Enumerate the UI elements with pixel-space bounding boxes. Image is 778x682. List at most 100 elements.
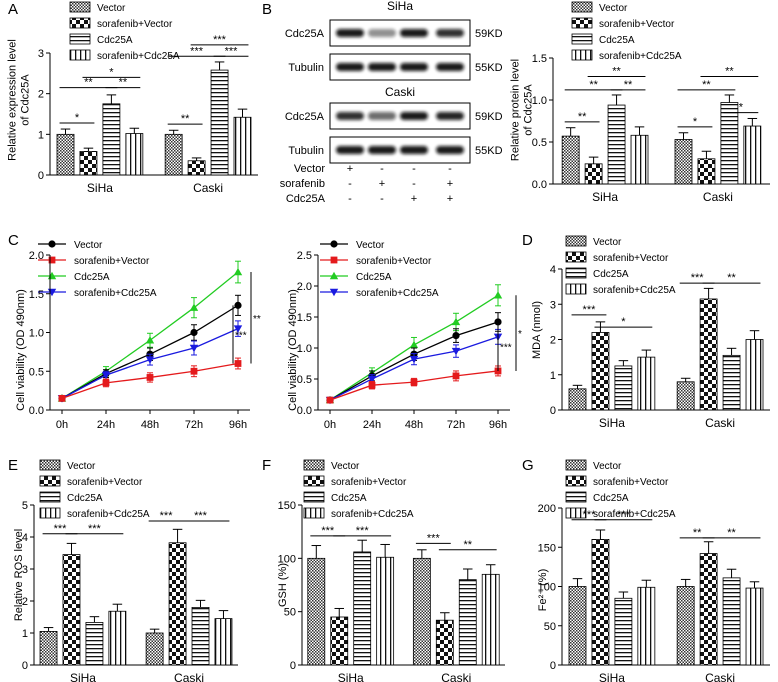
bar xyxy=(722,354,741,411)
blot-condition-mark: - xyxy=(412,163,416,175)
significance-label: *** xyxy=(235,330,247,341)
legend-label: sorafenib+Cdc25A xyxy=(67,509,150,520)
x-tick-label: 0h xyxy=(324,419,336,431)
y-tick-label: 1.5 xyxy=(29,289,44,301)
legend-swatch xyxy=(303,459,325,471)
y-tick-label: 100 xyxy=(278,553,296,565)
blot-condition-label: Vector xyxy=(294,163,326,175)
y-axis-label: Relative expression levelof Cdc25A xyxy=(7,39,32,161)
significance-label: *** xyxy=(583,304,597,316)
x-tick-label: 72h xyxy=(185,419,203,431)
data-point xyxy=(233,267,243,276)
legend-swatch xyxy=(69,17,91,29)
significance-label: *** xyxy=(356,525,370,537)
y-tick-label: 150 xyxy=(538,542,556,554)
blot-band xyxy=(436,29,464,37)
blot-condition-mark: + xyxy=(447,193,453,205)
x-tick-label: SiHa xyxy=(338,671,364,682)
panel-label: B xyxy=(262,1,272,18)
legend-swatch xyxy=(39,475,61,487)
panel-label: A xyxy=(8,1,18,18)
bar xyxy=(233,116,252,176)
legend-swatch xyxy=(69,1,91,13)
significance-label: ** xyxy=(119,77,128,89)
blot-cell-line-label: Caski xyxy=(385,85,415,99)
blot-band xyxy=(400,29,428,37)
y-axis-label-line: Fe²⁺ (%) xyxy=(537,569,549,611)
bar xyxy=(607,104,626,185)
legend-swatch xyxy=(565,459,587,471)
legend-marker xyxy=(329,288,339,297)
data-point xyxy=(410,378,418,386)
significance-label: *** xyxy=(194,510,208,522)
significance-label: * xyxy=(75,112,80,124)
legend-label: sorafenib+Vector xyxy=(97,19,173,30)
y-tick-label: 0.5 xyxy=(532,137,547,149)
significance-label: *** xyxy=(427,532,441,544)
y-tick-label: 3 xyxy=(550,299,556,311)
legend-label: sorafenib+Cdc25A xyxy=(593,285,676,296)
legend-swatch xyxy=(69,33,91,45)
panel-label: C xyxy=(8,232,19,249)
legend-label: sorafenib+Vector xyxy=(593,253,669,264)
bar xyxy=(191,607,210,666)
y-tick-label: 0.5 xyxy=(29,366,44,378)
data-point xyxy=(368,381,376,389)
bar xyxy=(458,579,477,666)
x-tick-label: Caski xyxy=(441,671,471,682)
legend-swatch xyxy=(565,235,587,247)
significance-label: ** xyxy=(181,113,190,125)
y-tick-label: 1 xyxy=(550,370,556,382)
significance-label: *** xyxy=(213,34,227,46)
legend-label: Cdc25A xyxy=(356,272,392,283)
legend-swatch xyxy=(39,507,61,519)
data-point xyxy=(326,396,334,404)
blot-band xyxy=(336,29,364,37)
x-tick-label: Caski xyxy=(705,416,735,430)
legend-swatch xyxy=(565,475,587,487)
bar xyxy=(164,133,183,176)
data-point xyxy=(189,303,199,311)
y-tick-label: 2 xyxy=(550,335,556,347)
y-tick-label: 1.0 xyxy=(29,328,44,340)
significance-label: *** xyxy=(583,509,597,521)
y-tick-label: 0.0 xyxy=(532,179,547,191)
legend-label: sorafenib+Vector xyxy=(599,19,675,30)
data-point xyxy=(145,356,155,364)
legend-label: Cdc25A xyxy=(593,493,629,504)
bar xyxy=(102,103,121,176)
blot-band-label: Cdc25A xyxy=(285,28,325,40)
legend-label: Cdc25A xyxy=(67,493,103,504)
significance-label: *** xyxy=(160,510,174,522)
x-tick-label: SiHa xyxy=(599,671,625,682)
blot-condition-mark: - xyxy=(412,178,416,190)
legend-label: Cdc25A xyxy=(97,35,133,46)
legend-swatch xyxy=(571,49,593,61)
bar xyxy=(674,139,693,185)
y-axis-label: GSH (%) xyxy=(277,563,289,607)
y-tick-label: 2 xyxy=(38,89,44,101)
y-tick-label: 2 xyxy=(22,596,28,608)
blot-band xyxy=(436,112,464,120)
legend-label: sorafenib+Vector xyxy=(74,256,150,267)
legend-marker xyxy=(330,256,338,264)
significance-label: *** xyxy=(500,342,512,353)
legend-swatch xyxy=(565,267,587,279)
data-point xyxy=(145,336,155,344)
bar xyxy=(699,298,718,411)
blot-band-label: Cdc25A xyxy=(285,111,325,123)
significance-label: ** xyxy=(463,539,472,551)
legend-label: Vector xyxy=(593,461,622,472)
bar xyxy=(591,539,610,666)
bar xyxy=(56,133,75,176)
data-point xyxy=(189,344,199,353)
blot-size-label: 55KD xyxy=(475,145,503,157)
blot-band xyxy=(400,63,428,71)
data-point xyxy=(452,372,460,380)
legend-swatch xyxy=(303,491,325,503)
bar xyxy=(376,556,395,666)
legend-label: sorafenib+Vector xyxy=(331,477,407,488)
significance-label: *** xyxy=(617,509,631,521)
y-tick-label: 50 xyxy=(284,607,296,619)
